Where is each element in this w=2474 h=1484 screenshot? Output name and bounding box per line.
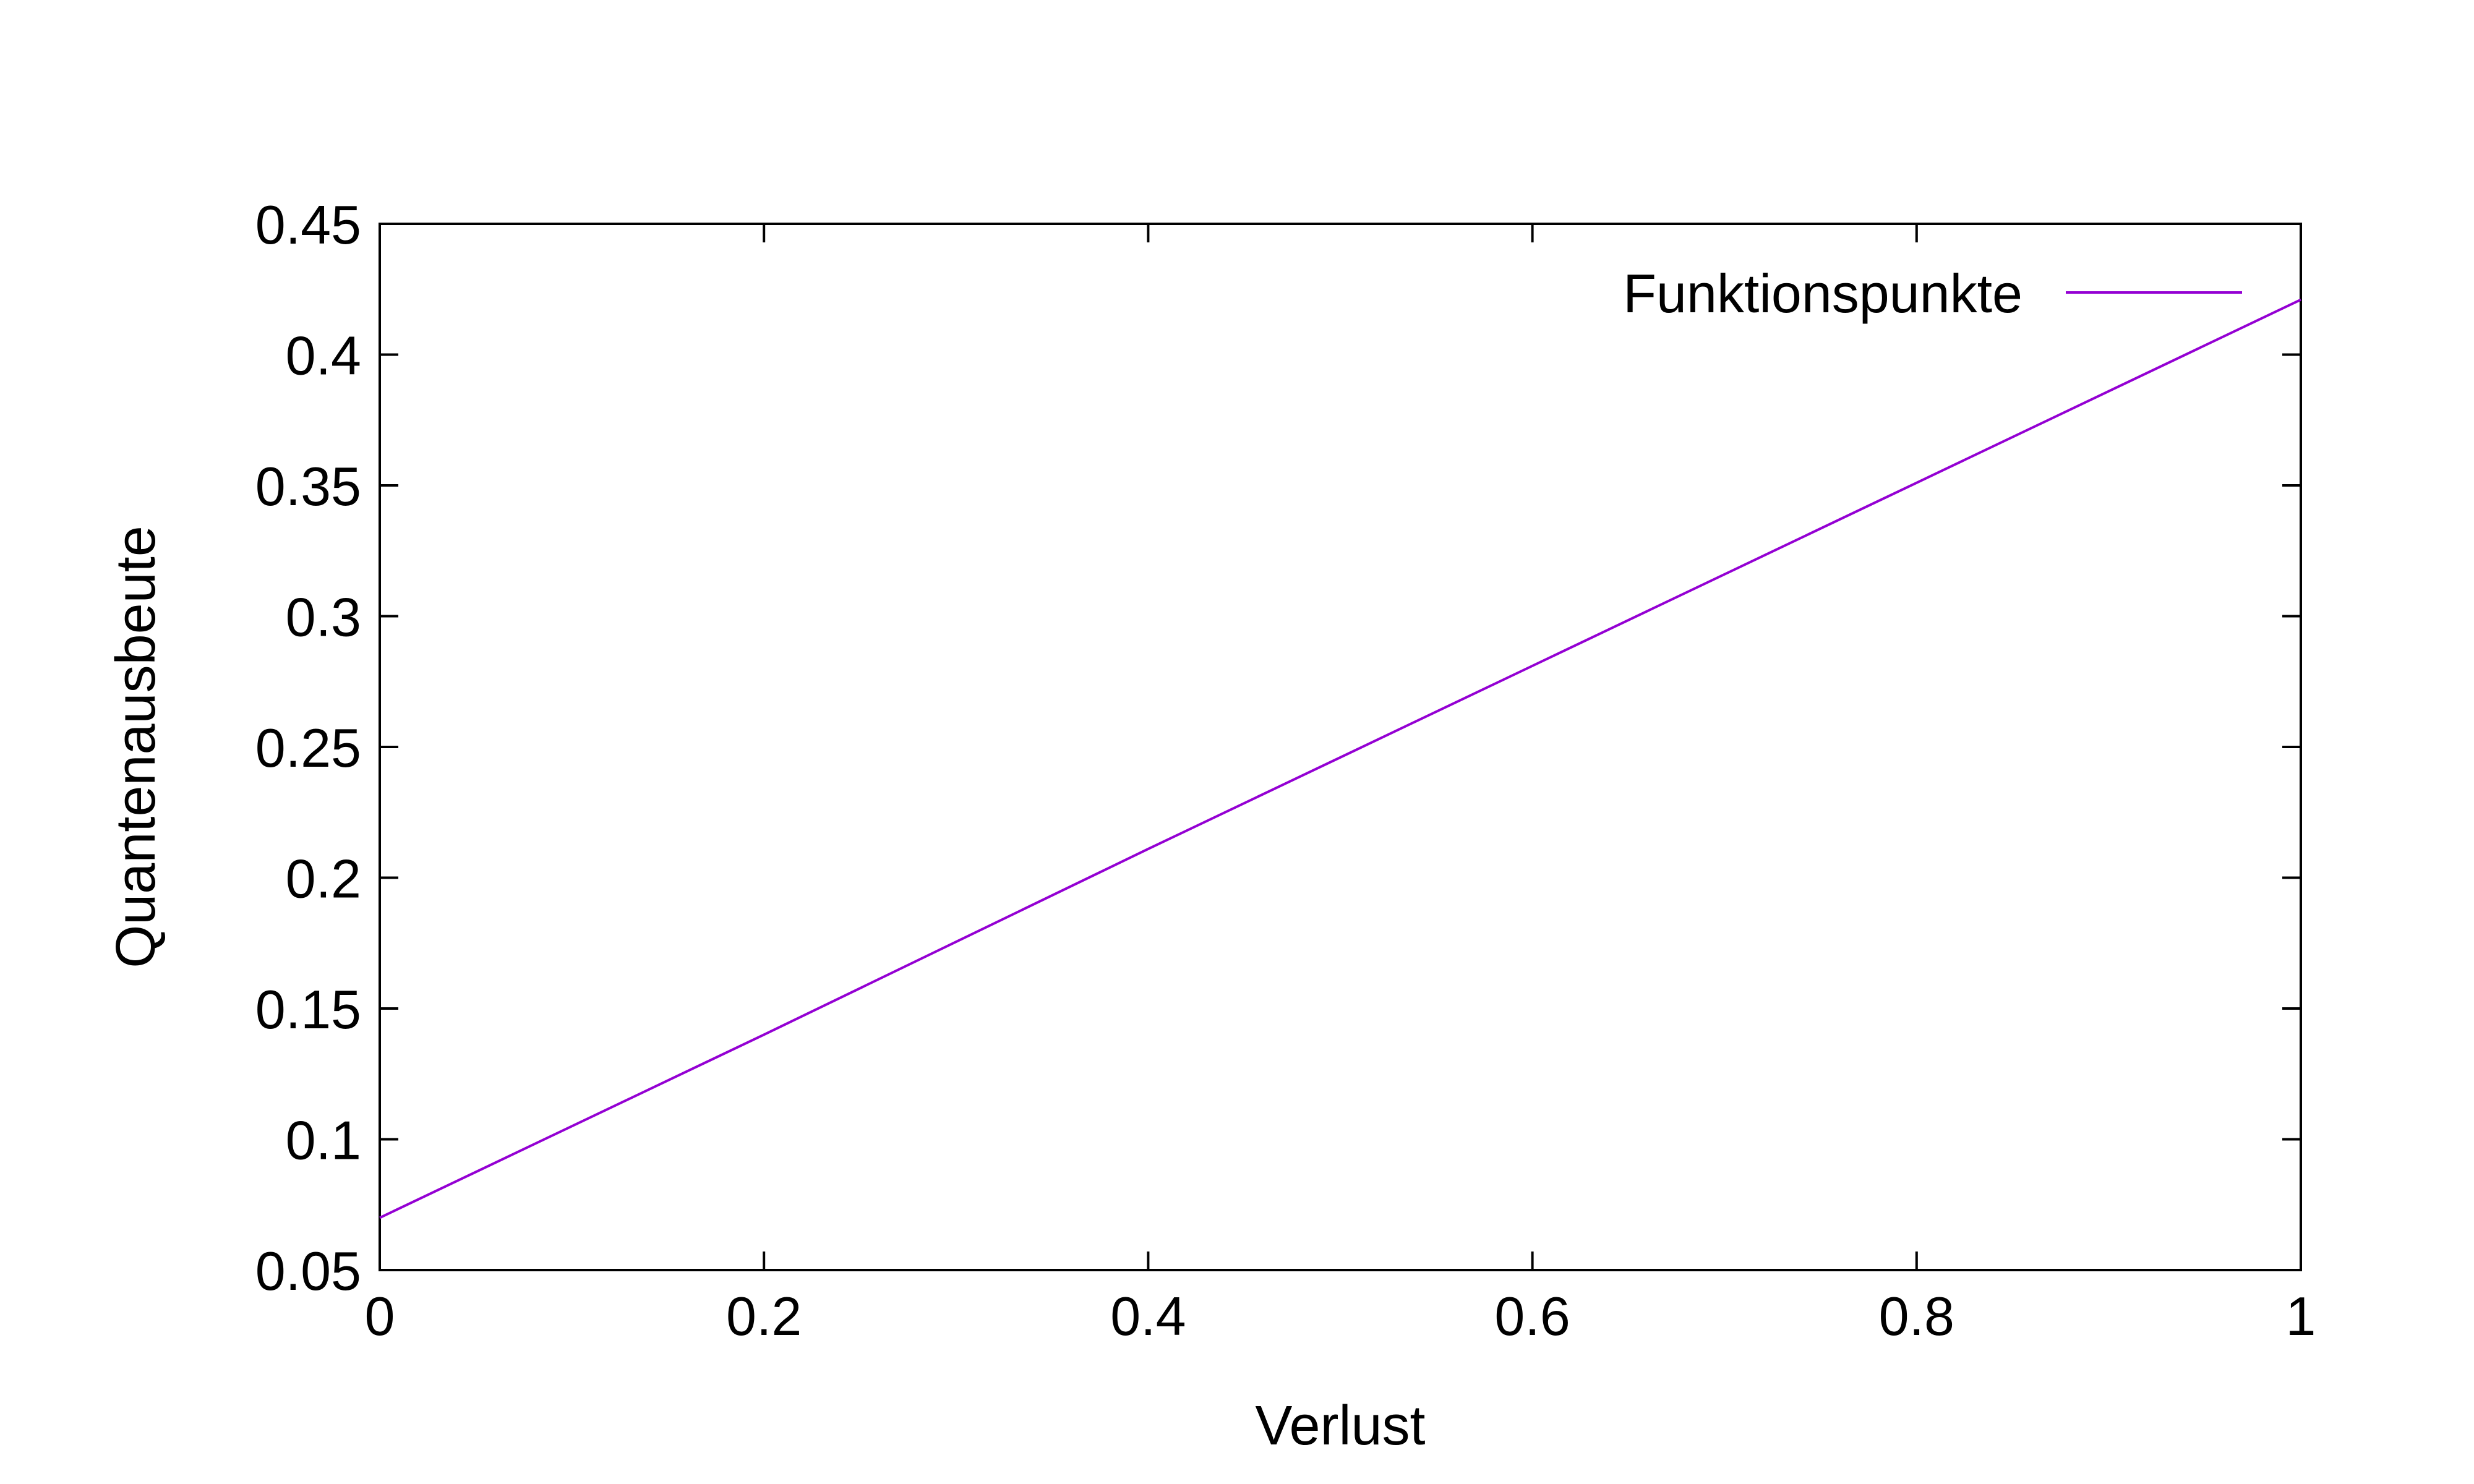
y-tick-label: 0.2 — [286, 848, 361, 910]
series-layer — [379, 298, 2301, 1219]
y-tick-label: 0.3 — [286, 587, 361, 648]
x-tick-label: 1 — [2286, 1286, 2316, 1347]
y-tick-label: 0.4 — [286, 325, 361, 386]
plot-frame — [379, 223, 2302, 1271]
x-tick-label: 0.2 — [726, 1286, 802, 1347]
y-tick-label: 0.1 — [286, 1110, 361, 1171]
y-tick-label: 0.45 — [255, 194, 361, 255]
x-tick-label: 0 — [365, 1286, 395, 1347]
y-axis-ticks: 0.05 0.1 0.15 0.2 0.25 0.3 0.35 0.4 0.45 — [255, 194, 2301, 1302]
y-tick-label: 0.35 — [255, 456, 361, 517]
series-line-funktionspunkte — [379, 298, 2301, 1219]
x-axis-title: Verlust — [1255, 1395, 1425, 1457]
x-tick-label: 0.8 — [1879, 1286, 1954, 1347]
legend: Funktionspunkte — [1623, 263, 2242, 324]
x-tick-label: 0.4 — [1110, 1286, 1186, 1347]
y-axis-title: Quantenausbeute — [105, 526, 167, 968]
y-tick-label: 0.05 — [255, 1240, 361, 1302]
legend-label-funktionspunkte: Funktionspunkte — [1623, 263, 2022, 324]
y-tick-label: 0.15 — [255, 979, 361, 1040]
x-axis-ticks: 0 0.2 0.4 0.6 0.8 1 — [365, 224, 2316, 1347]
x-tick-label: 0.6 — [1494, 1286, 1570, 1347]
y-tick-label: 0.25 — [255, 717, 361, 778]
